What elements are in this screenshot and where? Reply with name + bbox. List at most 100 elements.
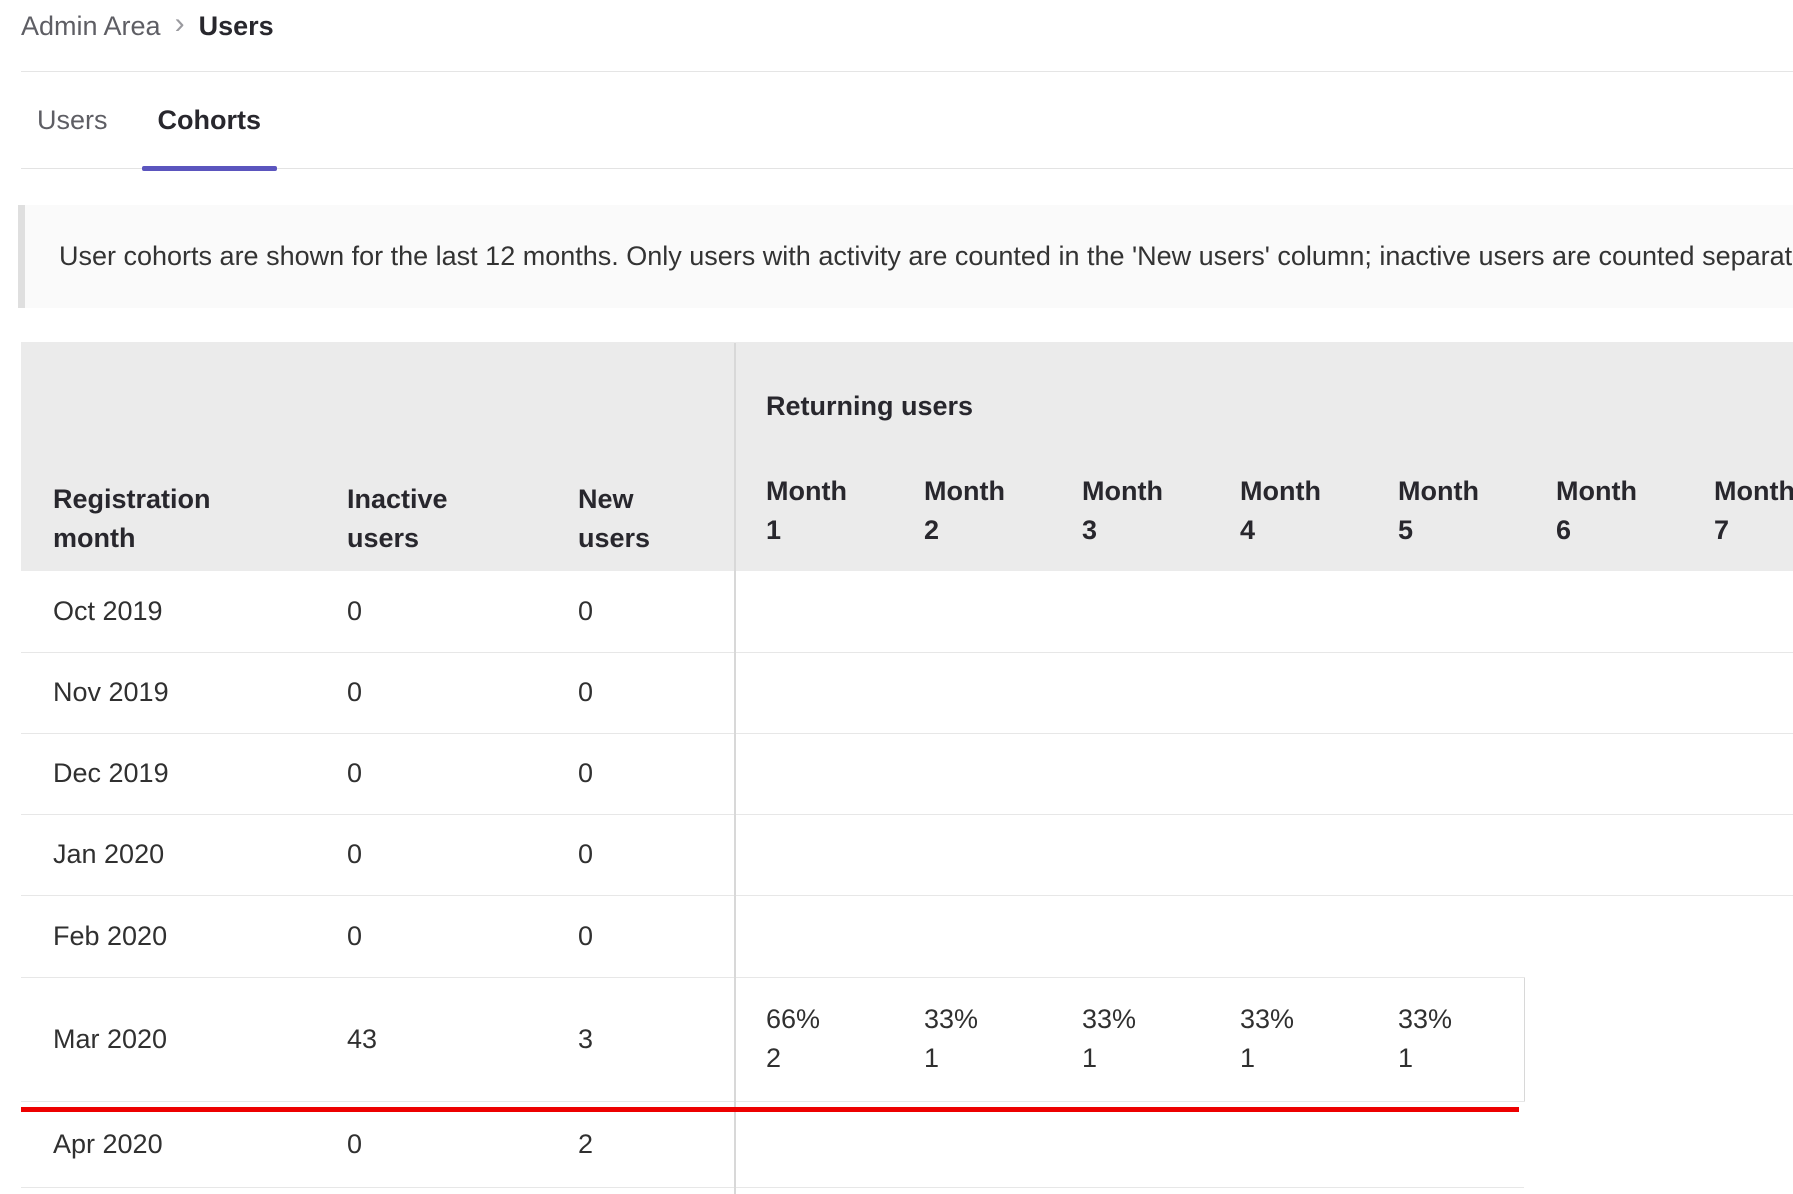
table-row: Apr 2020 0 2 xyxy=(21,1101,1793,1188)
breadcrumb-users-current: Users xyxy=(198,11,274,41)
breadcrumb-divider xyxy=(21,71,1793,72)
cell-new-users: 0 xyxy=(546,733,734,815)
cell-cohort-m2 xyxy=(892,814,1050,896)
cell-cohort-m7 xyxy=(1682,814,1793,896)
header-registration-month: Registration month xyxy=(21,342,315,571)
cell-cohort-m1 xyxy=(734,571,892,653)
breadcrumb-admin-area-link[interactable]: Admin Area xyxy=(21,11,161,41)
cell-cohort-m2 xyxy=(892,652,1050,734)
cell-registration-month: Dec 2019 xyxy=(21,733,315,815)
cell-cohort-m6 xyxy=(1524,571,1682,653)
cell-cohort-m3 xyxy=(1050,652,1208,734)
active-tab-indicator xyxy=(141,166,278,171)
cell-registration-month: Nov 2019 xyxy=(21,652,315,734)
table-row: Feb 2020 0 0 xyxy=(21,895,1793,978)
header-month-1: Month 1 xyxy=(734,439,892,571)
cell-cohort-m5: 33% 1 xyxy=(1366,977,1525,1102)
cell-cohort-m5 xyxy=(1366,571,1524,653)
cell-cohort-m3: 33% 1 xyxy=(1050,977,1208,1102)
cell-cohort-m2 xyxy=(892,1101,1050,1188)
cell-cohort-m4 xyxy=(1208,895,1366,978)
cell-registration-month: Mar 2020 xyxy=(21,977,315,1102)
cell-cohort-m4 xyxy=(1208,571,1366,653)
cell-new-users: 3 xyxy=(546,977,734,1102)
cell-cohort-m5 xyxy=(1366,652,1524,734)
cell-cohort-m6 xyxy=(1524,733,1682,815)
cell-cohort-m6 xyxy=(1524,814,1682,896)
tab-users-label: Users xyxy=(37,104,108,135)
cell-cohort-m1 xyxy=(734,814,892,896)
cell-cohort-m6 xyxy=(1524,977,1682,1101)
table-row-partial xyxy=(21,1187,1793,1192)
tab-bar: Users Cohorts xyxy=(21,72,1793,171)
cell-cohort-m3 xyxy=(1050,814,1208,896)
table-section-divider xyxy=(734,343,736,1194)
cell-inactive-users: 0 xyxy=(315,895,546,978)
header-inactive-users: Inactive users xyxy=(315,342,546,571)
header-month-2: Month 2 xyxy=(892,439,1050,571)
table-row: Jan 2020 0 0 xyxy=(21,814,1793,896)
header-month-6: Month 6 xyxy=(1524,439,1682,571)
header-month-3: Month 3 xyxy=(1050,439,1208,571)
cohorts-info-text: User cohorts are shown for the last 12 m… xyxy=(59,241,1793,271)
cell-cohort-m5 xyxy=(1366,1101,1524,1188)
tab-cohorts[interactable]: Cohorts xyxy=(141,72,278,171)
cell-cohort-m7 xyxy=(1682,977,1793,1101)
cell-new-users: 0 xyxy=(546,571,734,653)
red-annotation-line xyxy=(21,1107,1519,1112)
cell-cohort-m7 xyxy=(1682,895,1793,977)
cell-cohort-m5 xyxy=(1366,733,1524,815)
cohort-table: Registration month Inactive users New us… xyxy=(21,342,1793,1192)
header-month-7: Month 7 xyxy=(1682,439,1793,571)
table-row: Oct 2019 0 0 xyxy=(21,571,1793,653)
cell-cohort-m4 xyxy=(1208,652,1366,734)
header-new-users: New users xyxy=(546,342,734,571)
cell-cohort-m3 xyxy=(1050,571,1208,653)
header-month-5: Month 5 xyxy=(1366,439,1524,571)
table-row: Dec 2019 0 0 xyxy=(21,733,1793,815)
cell-partial xyxy=(21,1187,1793,1192)
cohort-table-header: Registration month Inactive users New us… xyxy=(21,342,1793,571)
cell-inactive-users: 0 xyxy=(315,571,546,653)
cell-cohort-m4 xyxy=(1208,814,1366,896)
cell-registration-month: Jan 2020 xyxy=(21,814,315,896)
table-row: Nov 2019 0 0 xyxy=(21,652,1793,734)
table-row-mar-2020: Mar 2020 43 3 66% 2 33% 1 33% 1 33% 1 33… xyxy=(21,977,1793,1102)
cohorts-info-banner: User cohorts are shown for the last 12 m… xyxy=(18,205,1793,308)
chevron-right-icon: › xyxy=(174,7,185,40)
cell-cohort-m6 xyxy=(1524,652,1682,734)
cell-cohort-m3 xyxy=(1050,733,1208,815)
cell-cohort-m2: 33% 1 xyxy=(892,977,1050,1102)
cell-cohort-m7 xyxy=(1682,1101,1793,1187)
cell-new-users: 0 xyxy=(546,814,734,896)
cell-cohort-m1 xyxy=(734,652,892,734)
cell-cohort-m6 xyxy=(1524,895,1682,977)
cell-inactive-users: 43 xyxy=(315,977,546,1102)
cell-cohort-m7 xyxy=(1682,652,1793,734)
breadcrumb: Admin Area › Users xyxy=(0,0,1793,71)
tab-cohorts-label: Cohorts xyxy=(157,104,262,135)
cell-new-users: 2 xyxy=(546,1101,734,1188)
cell-cohort-m1 xyxy=(734,895,892,978)
cell-inactive-users: 0 xyxy=(315,652,546,734)
cell-inactive-users: 0 xyxy=(315,733,546,815)
cell-cohort-m7 xyxy=(1682,733,1793,815)
cell-cohort-m1 xyxy=(734,733,892,815)
cell-cohort-m5 xyxy=(1366,895,1524,978)
cell-new-users: 0 xyxy=(546,652,734,734)
tab-users[interactable]: Users xyxy=(21,72,124,168)
cell-cohort-m3 xyxy=(1050,1101,1208,1188)
cell-cohort-m1 xyxy=(734,1101,892,1188)
header-month-4: Month 4 xyxy=(1208,439,1366,571)
cell-inactive-users: 0 xyxy=(315,814,546,896)
cell-cohort-m7 xyxy=(1682,571,1793,653)
cell-new-users: 0 xyxy=(546,895,734,978)
cell-cohort-m4: 33% 1 xyxy=(1208,977,1366,1102)
cell-cohort-m2 xyxy=(892,733,1050,815)
cell-cohort-m3 xyxy=(1050,895,1208,978)
cell-cohort-m5 xyxy=(1366,814,1524,896)
cell-registration-month: Apr 2020 xyxy=(21,1101,315,1188)
cohort-table-container: Registration month Inactive users New us… xyxy=(21,342,1793,1192)
cell-cohort-m2 xyxy=(892,571,1050,653)
cell-cohort-m6 xyxy=(1524,1101,1682,1187)
